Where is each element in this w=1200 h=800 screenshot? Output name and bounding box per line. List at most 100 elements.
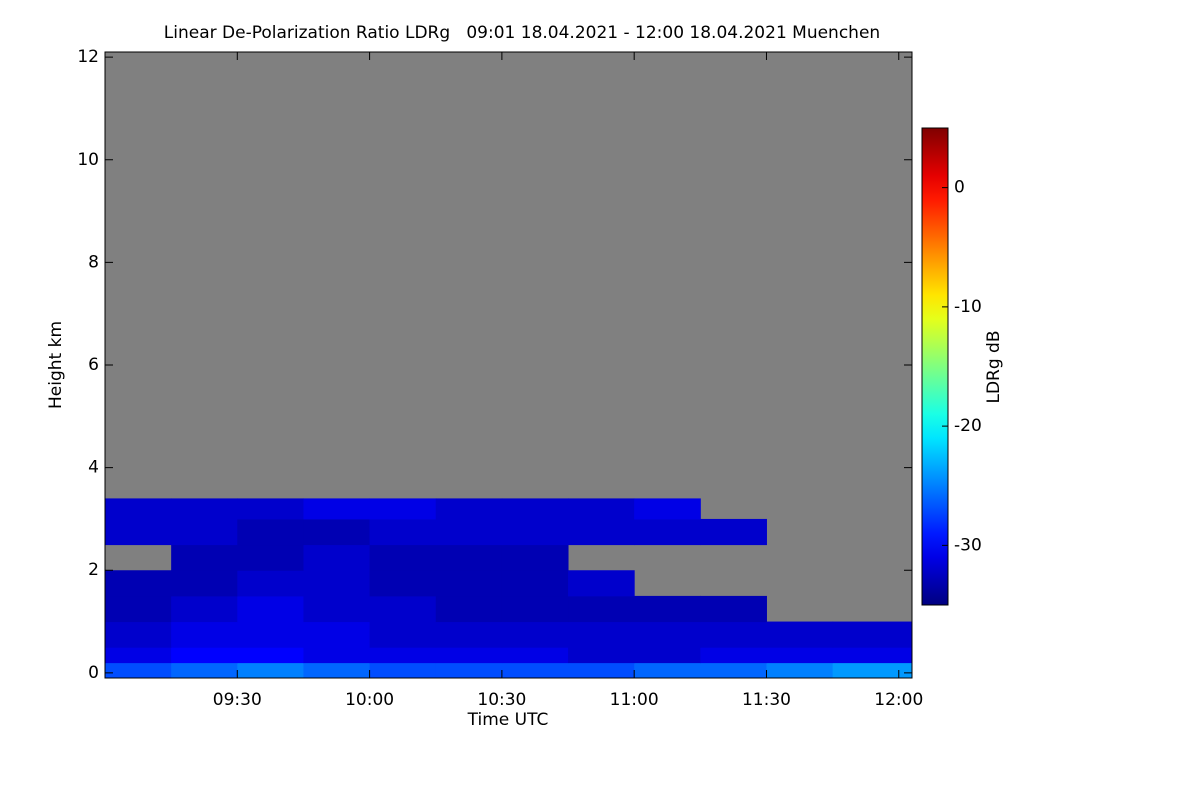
- heatmap-cell: [303, 498, 371, 520]
- y-tick-label: 0: [88, 663, 99, 683]
- heatmap-cell: [501, 662, 569, 679]
- heatmap-cell: [171, 570, 238, 597]
- heatmap-cell: [568, 570, 635, 597]
- heatmap-cell: [303, 662, 371, 679]
- heatmap-cell: [303, 595, 371, 623]
- heatmap-cell: [435, 544, 503, 571]
- heatmap-cell: [171, 621, 238, 648]
- heatmap-cell: [568, 595, 635, 623]
- heatmap-cell: [501, 647, 569, 664]
- heatmap-cell: [634, 595, 701, 623]
- heatmap-cell: [303, 570, 371, 597]
- x-axis-label: Time UTC: [467, 710, 549, 730]
- heatmap-cell: [237, 621, 304, 648]
- y-tick-label: 10: [77, 150, 99, 170]
- heatmap-cell: [501, 544, 569, 571]
- heatmap-cell: [501, 570, 569, 597]
- heatmap-cell: [237, 647, 304, 664]
- heatmap-cell: [634, 518, 701, 546]
- heatmap-cell: [435, 518, 503, 546]
- heatmap-cell: [568, 662, 635, 679]
- heatmap-cell: [171, 662, 238, 679]
- colorbar-label: LDRg dB: [984, 330, 1004, 403]
- heatmap-cell: [501, 621, 569, 648]
- chart-title: Linear De-Polarization Ratio LDRg 09:01 …: [164, 23, 880, 43]
- heatmap-cell: [105, 647, 172, 664]
- heatmap-cell: [237, 498, 304, 520]
- heatmap-cell: [237, 595, 304, 623]
- heatmap-cell: [369, 518, 437, 546]
- heatmap-cell: [435, 621, 503, 648]
- heatmap-cell: [369, 570, 437, 597]
- heatmap-cell: [435, 662, 503, 679]
- heatmap-cell: [766, 662, 834, 679]
- heatmap-cell: [171, 518, 238, 546]
- y-tick-label: 2: [88, 560, 99, 580]
- heatmap-cell: [568, 518, 635, 546]
- heatmap-cell: [435, 498, 503, 520]
- heatmap-cell: [766, 621, 834, 648]
- heatmap-cell: [369, 662, 437, 679]
- heatmap-cell: [303, 544, 371, 571]
- heatmap-cell: [105, 662, 172, 679]
- x-tick-label: 11:00: [610, 690, 659, 710]
- heatmap-cell: [700, 621, 767, 648]
- heatmap-cell: [303, 621, 371, 648]
- y-tick-label: 12: [77, 47, 99, 67]
- heatmap-cell: [105, 595, 172, 623]
- x-tick-label: 09:30: [213, 690, 262, 710]
- heatmap-cell: [435, 647, 503, 664]
- heatmap-cell: [105, 621, 172, 648]
- heatmap-cell: [700, 518, 767, 546]
- heatmap-cell: [568, 647, 635, 664]
- heatmap-cell: [303, 518, 371, 546]
- heatmap-cell: [634, 647, 701, 664]
- heatmap-cell: [237, 662, 304, 679]
- heatmap-cell: [501, 518, 569, 546]
- x-tick-label: 11:30: [742, 690, 791, 710]
- heatmap-cell: [700, 662, 767, 679]
- heatmap-cell: [237, 544, 304, 571]
- heatmap-cell: [105, 518, 172, 546]
- colorbar: [921, 127, 949, 606]
- colorbar-tick-label: 0: [954, 178, 965, 198]
- heatmap-cell: [171, 498, 238, 520]
- heatmap-cell: [634, 621, 701, 648]
- x-tick-label: 10:30: [477, 690, 526, 710]
- colorbar-tick-label: -30: [954, 535, 982, 555]
- heatmap-cell: [105, 498, 172, 520]
- heatmap-cell: [369, 621, 437, 648]
- heatmap-cell: [369, 595, 437, 623]
- heatmap-cell: [700, 595, 767, 623]
- heatmap-cell: [237, 518, 304, 546]
- y-tick-label: 4: [88, 458, 99, 478]
- heatmap-cell: [568, 498, 635, 520]
- heatmap-cell: [303, 647, 371, 664]
- heatmap-cell: [832, 621, 913, 648]
- heatmap-cell: [369, 647, 437, 664]
- heatmap-cell: [501, 498, 569, 520]
- heatmap-cell: [369, 498, 437, 520]
- heatmap-cell: [501, 595, 569, 623]
- x-tick-label: 10:00: [345, 690, 394, 710]
- colorbar-tick-label: -20: [954, 416, 982, 436]
- heatmap-cell: [171, 647, 238, 664]
- heatmap-cell: [634, 662, 701, 679]
- heatmap-cell: [435, 570, 503, 597]
- colorbar-tick-label: -10: [954, 297, 982, 317]
- heatmap-cell: [435, 595, 503, 623]
- y-axis-label: Height km: [46, 321, 66, 409]
- x-tick-label: 12:00: [874, 690, 923, 710]
- heatmap-cell: [700, 647, 767, 664]
- y-tick-label: 8: [88, 252, 99, 272]
- heatmap-cell: [237, 570, 304, 597]
- heatmap-cell: [105, 570, 172, 597]
- heatmap-cell: [171, 595, 238, 623]
- y-tick-label: 6: [88, 355, 99, 375]
- heatmap-cell: [634, 498, 701, 520]
- heatmap-cell: [369, 544, 437, 571]
- heatmap-cell: [171, 544, 238, 571]
- heatmap-cell: [832, 647, 913, 664]
- heatmap-cell: [766, 647, 834, 664]
